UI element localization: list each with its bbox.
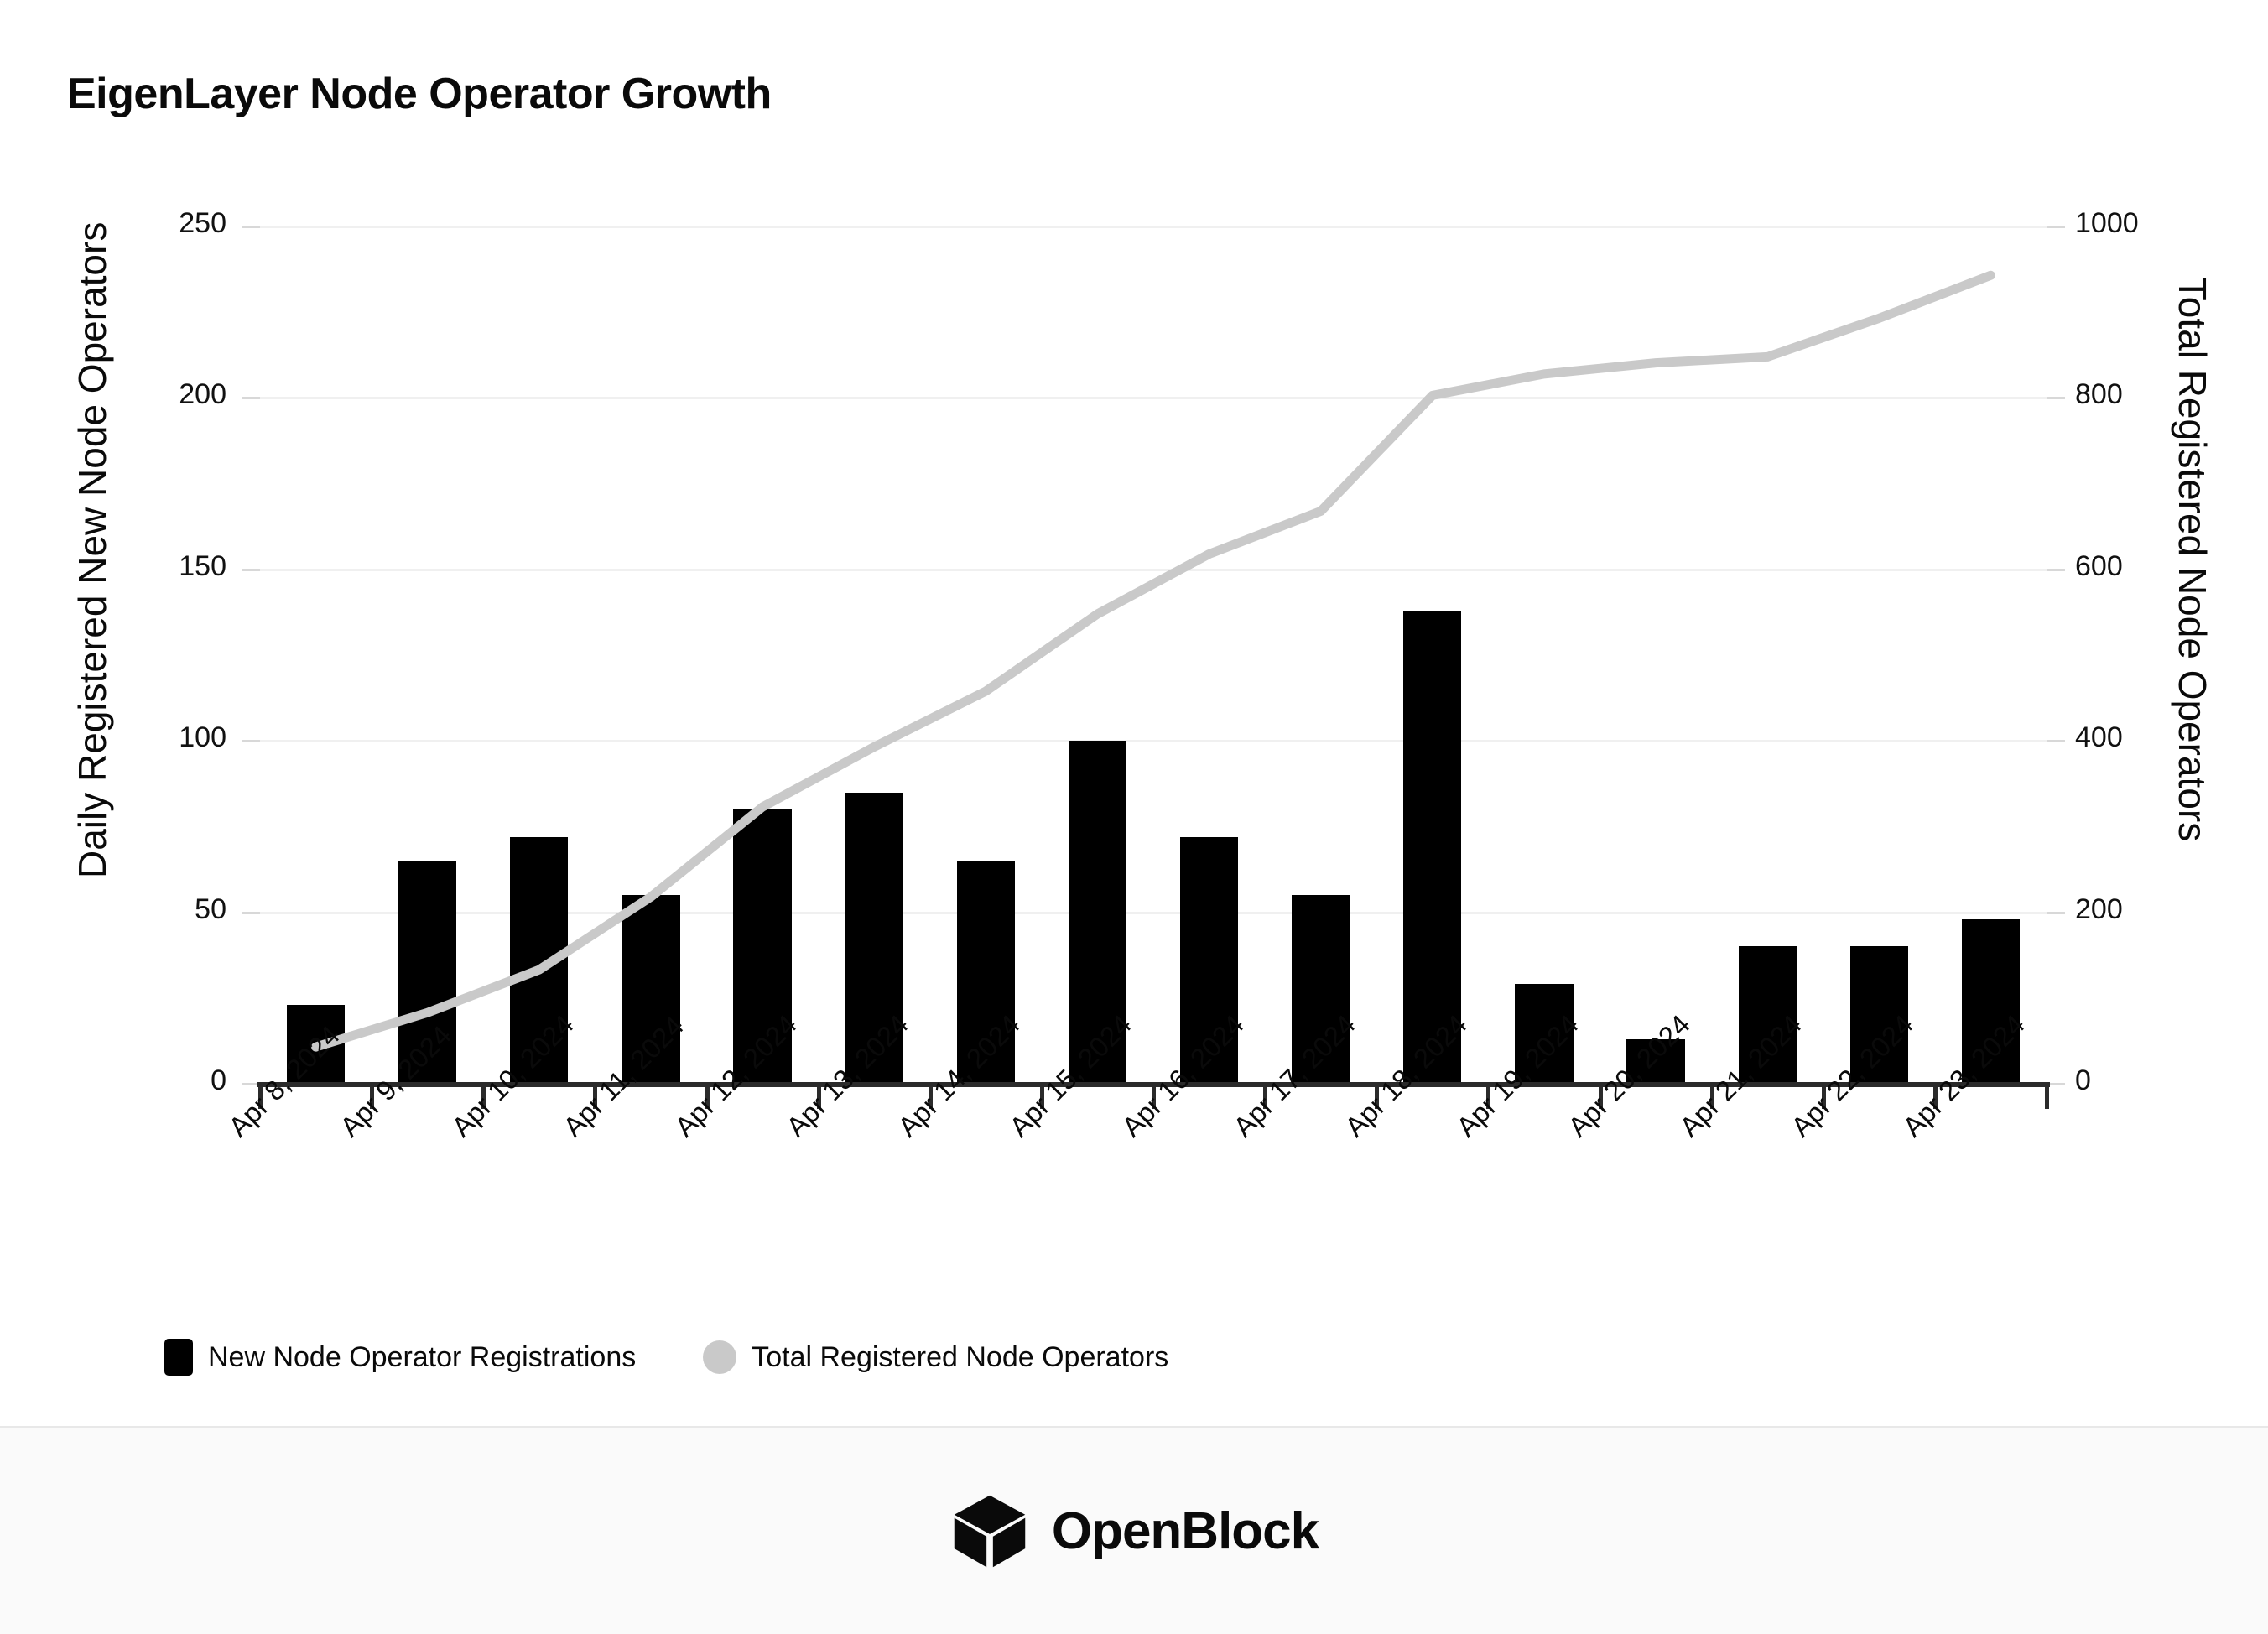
y-axis-left-tick [242,740,260,743]
gridline [260,226,2047,228]
y-axis-right-tick [2047,397,2065,400]
y-axis-right-tick-label: 800 [2075,378,2123,411]
legend-circle-icon [703,1340,737,1374]
x-axis-tick [1821,1087,1826,1109]
chart-legend: New Node Operator Registrations Total Reg… [164,1339,1168,1376]
y-axis-left-tick [242,911,260,914]
legend-item-label: Total Registered Node Operators [752,1340,1169,1373]
y-axis-right-tick-label: 200 [2075,892,2123,925]
x-axis-tick [1932,1087,1938,1109]
y-axis-left-tick [242,226,260,228]
x-axis-tick [705,1087,710,1109]
y-axis-left-tick [242,1083,260,1085]
y-axis-left-tick-label: 50 [195,892,226,925]
y-axis-left-tick-label: 250 [179,207,226,239]
y-axis-left-tick [242,397,260,400]
legend-item-label: New Node Operator Registrations [208,1340,637,1373]
y-axis-right-tick-label: 0 [2075,1064,2091,1096]
x-axis-labels: Apr 8, 2024 Apr 9, 2024 Apr 10, 2024 Apr 11… [221,1008,2031,1143]
y-axis-left-tick-label: 100 [179,721,226,754]
x-axis-tick [1263,1087,1268,1109]
x-axis-label: Apr 9, 2024 [333,1019,457,1143]
x-axis-tick [1709,1087,1714,1109]
y-axis-left-tick-label: 150 [179,549,226,582]
x-axis-tick [1152,1087,1156,1109]
y-axis-right-tick-label: 600 [2075,549,2123,582]
x-axis-tick [816,1087,821,1109]
y-axis-right-tick [2047,226,2065,228]
x-axis-tick [1039,1087,1044,1109]
legend-square-icon [164,1339,193,1376]
y-axis-right-tick-label: 400 [2075,721,2123,754]
y-axis-left-tick [242,568,260,571]
chart-card: 0 50 100 150 200 250 0 200 400 600 800 1000 Daily … [70,207,2214,1376]
y-axis-right-tick [2047,740,2065,743]
legend-item[interactable]: New Node Operator Registrations [164,1339,636,1376]
legend-item[interactable]: Total Registered Node Operators [703,1340,1168,1374]
x-axis-line [257,1082,2050,1087]
y-axis-right-tick-label: 1000 [2075,207,2139,239]
y-axis-left-tick-label: 0 [211,1064,226,1096]
cube-icon [954,1495,1026,1568]
x-axis-tick [2045,1087,2049,1109]
x-axis-tick [1486,1087,1491,1109]
x-axis-tick [258,1087,263,1109]
x-axis-label: Apr 8, 2024 [221,1019,346,1143]
y-axis-right-tick [2047,1083,2065,1085]
y-axis-right-tick [2047,568,2065,571]
y-axis-left-tick-label: 200 [179,378,226,411]
x-axis-tick [593,1087,598,1109]
x-axis-tick [1375,1087,1380,1109]
x-axis-tick [1598,1087,1603,1109]
brand-name: OpenBlock [1051,1501,1319,1560]
y-axis-right-tick [2047,911,2065,914]
footer-bar: OpenBlock [0,1426,2268,1634]
page-title: EigenLayer Node Operator Growth [67,70,772,118]
x-axis-tick [481,1087,486,1109]
x-axis-tick [370,1087,375,1109]
x-axis-tick [928,1087,933,1109]
